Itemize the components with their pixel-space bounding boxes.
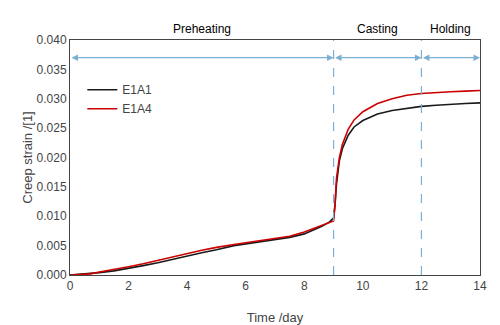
svg-text:0.000: 0.000 <box>37 268 67 282</box>
svg-text:14: 14 <box>473 279 487 293</box>
svg-text:4: 4 <box>184 279 191 293</box>
svg-text:E1A4: E1A4 <box>122 102 152 116</box>
svg-text:0.020: 0.020 <box>37 151 67 165</box>
svg-text:0: 0 <box>67 279 74 293</box>
svg-text:6: 6 <box>242 279 249 293</box>
svg-text:Preheating: Preheating <box>173 22 231 36</box>
svg-text:Creep strain /[1]: Creep strain /[1] <box>20 111 35 204</box>
svg-text:10: 10 <box>356 279 370 293</box>
svg-text:0.030: 0.030 <box>37 92 67 106</box>
svg-text:2: 2 <box>125 279 132 293</box>
svg-text:0.015: 0.015 <box>37 180 67 194</box>
svg-text:E1A1: E1A1 <box>122 83 152 97</box>
svg-text:0.035: 0.035 <box>37 63 67 77</box>
svg-text:Time /day: Time /day <box>247 310 304 325</box>
svg-text:Casting: Casting <box>357 22 398 36</box>
svg-text:0.010: 0.010 <box>37 209 67 223</box>
svg-text:12: 12 <box>415 279 429 293</box>
svg-text:0.025: 0.025 <box>37 121 67 135</box>
svg-text:8: 8 <box>301 279 308 293</box>
svg-text:0.040: 0.040 <box>37 33 67 47</box>
svg-text:Holding: Holding <box>430 22 471 36</box>
svg-text:0.005: 0.005 <box>37 239 67 253</box>
